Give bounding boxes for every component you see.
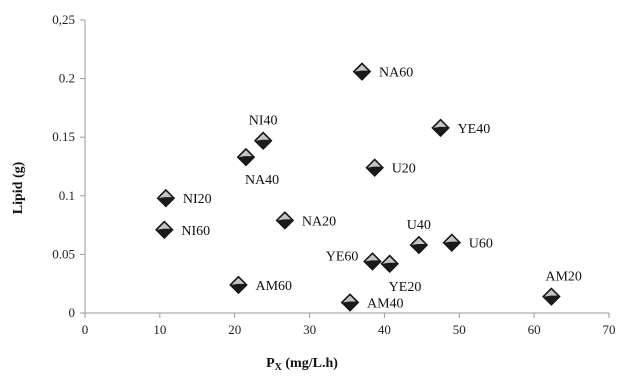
x-tick-label: 60 [528, 322, 541, 337]
diamond-highlight [158, 191, 172, 199]
x-tick-label: 10 [153, 322, 166, 337]
diamond-marker [156, 188, 176, 208]
point-label: YE40 [458, 122, 491, 137]
diamond-highlight [367, 160, 381, 168]
data-point-u60 [442, 233, 462, 253]
diamond-marker [253, 131, 273, 151]
point-label: U40 [407, 218, 431, 233]
diamond-marker [442, 233, 462, 253]
diamond-highlight [238, 150, 252, 158]
point-labels: NA60 YE40 NI40 NA40 U20 NI20 NA20 NI60 U40 U60 YE6… [181, 66, 582, 312]
diamond-highlight [231, 277, 245, 285]
data-point-ni40 [253, 131, 273, 151]
point-label: NA60 [379, 66, 413, 81]
y-tick-label: 0.2 [59, 71, 75, 86]
data-point-na20 [275, 211, 295, 230]
diamond-marker [363, 252, 382, 271]
diamond-highlight [444, 235, 458, 243]
diamond-marker [154, 220, 174, 240]
point-label: U20 [392, 162, 416, 177]
diamond-marker [409, 235, 429, 255]
y-tick-label: 0.05 [52, 246, 75, 261]
y-tick-label: 0 [69, 305, 76, 320]
point-label: U60 [469, 237, 493, 252]
data-point-ye40 [431, 118, 450, 138]
diamond-marker [275, 211, 295, 230]
diamond-marker [431, 118, 450, 138]
data-point-u40 [409, 235, 429, 255]
point-label: NA40 [245, 173, 279, 188]
diamond-highlight [365, 254, 379, 262]
diamond-marker [236, 147, 256, 167]
diamond-marker [365, 158, 385, 178]
point-label: YE20 [389, 280, 422, 295]
x-tick-label: 50 [453, 322, 466, 337]
point-label: AM20 [545, 270, 582, 285]
diamond-highlight [157, 222, 171, 230]
diamond-marker [380, 254, 400, 274]
diamond-marker [229, 275, 248, 295]
point-label: YE60 [326, 249, 359, 264]
y-tick-label: 0,25 [52, 12, 75, 27]
x-axis-label-subscript: X [275, 362, 283, 373]
data-point-ye20 [380, 254, 400, 274]
diamond-marker [352, 62, 372, 81]
tick-labels: 0 10 20 30 40 50 60 70 0 0.05 0.1 0.15 0.2 0,25 [52, 12, 615, 337]
diamond-highlight [544, 289, 558, 297]
x-tick-label: 40 [378, 322, 391, 337]
diamond-highlight [256, 133, 270, 141]
x-axis-label: PX (mg/L.h) [266, 356, 338, 373]
data-point-am20 [542, 287, 561, 306]
diamond-highlight [277, 213, 291, 221]
data-point-am60 [229, 275, 248, 295]
point-label: NI40 [249, 114, 278, 129]
diamond-marker [542, 287, 561, 306]
point-label: NA20 [302, 214, 336, 229]
axes [80, 19, 610, 318]
data-point-ni20 [156, 188, 176, 208]
diamond-highlight [354, 64, 368, 72]
data-point-am40 [340, 293, 360, 312]
diamond-highlight [433, 120, 447, 128]
x-tick-label: 0 [82, 322, 89, 337]
point-label: AM60 [255, 279, 292, 294]
diamond-highlight [411, 238, 425, 246]
x-axis-label-main: P [266, 356, 275, 371]
point-label: AM40 [367, 296, 404, 311]
x-tick-label: 30 [303, 322, 316, 337]
data-point-na40 [236, 147, 256, 167]
diamond-marker [340, 293, 360, 312]
y-tick-label: 0.15 [52, 129, 75, 144]
data-point-ye60 [363, 252, 382, 271]
data-points [154, 62, 561, 312]
data-point-u20 [365, 158, 385, 178]
y-axis-label: Lipid (g) [11, 161, 26, 214]
y-tick-label: 0.1 [59, 188, 75, 203]
x-axis-label-unit: (mg/L.h) [282, 356, 338, 371]
data-point-na60 [352, 62, 372, 81]
x-tick-label: 70 [603, 322, 616, 337]
point-label: NI20 [183, 192, 212, 207]
diamond-highlight [342, 295, 356, 303]
x-tick-label: 20 [228, 322, 241, 337]
data-point-ni60 [154, 220, 174, 240]
point-label: NI60 [181, 224, 210, 239]
diamond-highlight [382, 256, 396, 264]
